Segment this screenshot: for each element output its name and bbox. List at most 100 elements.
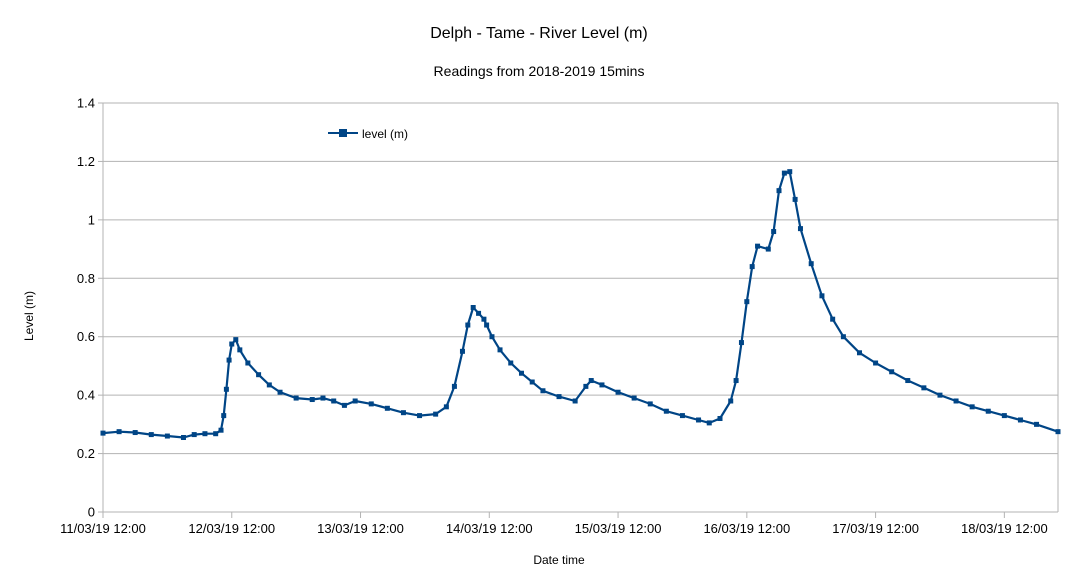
data-point bbox=[573, 398, 578, 403]
data-point bbox=[809, 261, 814, 266]
data-point bbox=[830, 317, 835, 322]
data-point bbox=[117, 429, 122, 434]
chart-subtitle: Readings from 2018-2019 15mins bbox=[434, 63, 645, 79]
data-point bbox=[508, 361, 513, 366]
data-point bbox=[245, 361, 250, 366]
data-point bbox=[256, 372, 261, 377]
data-point bbox=[484, 323, 489, 328]
data-point bbox=[1002, 413, 1007, 418]
data-point bbox=[905, 378, 910, 383]
data-point bbox=[734, 378, 739, 383]
data-point bbox=[648, 401, 653, 406]
data-point bbox=[680, 413, 685, 418]
x-tick-label: 13/03/19 12:00 bbox=[317, 521, 404, 536]
data-point bbox=[452, 384, 457, 389]
x-axis-label: Date time bbox=[533, 553, 585, 567]
x-tick-label: 15/03/19 12:00 bbox=[575, 521, 662, 536]
data-point bbox=[369, 401, 374, 406]
data-point bbox=[728, 398, 733, 403]
data-point bbox=[583, 384, 588, 389]
data-point bbox=[353, 398, 358, 403]
data-point bbox=[557, 394, 562, 399]
data-point bbox=[632, 396, 637, 401]
data-point bbox=[181, 435, 186, 440]
chart-title: Delph - Tame - River Level (m) bbox=[430, 25, 648, 42]
data-point bbox=[937, 393, 942, 398]
data-point bbox=[873, 361, 878, 366]
data-point bbox=[417, 413, 422, 418]
x-tick-label: 17/03/19 12:00 bbox=[832, 521, 919, 536]
data-point bbox=[310, 397, 315, 402]
data-point bbox=[744, 299, 749, 304]
data-point bbox=[782, 171, 787, 176]
legend-marker bbox=[339, 129, 347, 137]
data-point bbox=[717, 416, 722, 421]
data-point bbox=[819, 293, 824, 298]
x-tick-label: 16/03/19 12:00 bbox=[703, 521, 790, 536]
data-point bbox=[1034, 422, 1039, 427]
data-point bbox=[696, 417, 701, 422]
data-point bbox=[857, 350, 862, 355]
y-tick-label: 0.2 bbox=[77, 446, 95, 461]
data-point bbox=[540, 388, 545, 393]
data-point bbox=[471, 305, 476, 310]
data-point bbox=[133, 430, 138, 435]
data-point bbox=[755, 244, 760, 249]
data-point bbox=[498, 347, 503, 352]
data-point bbox=[489, 334, 494, 339]
data-point bbox=[219, 428, 224, 433]
data-point bbox=[1056, 429, 1061, 434]
data-point bbox=[921, 385, 926, 390]
data-point bbox=[465, 323, 470, 328]
data-point bbox=[589, 378, 594, 383]
y-tick-label: 0.8 bbox=[77, 271, 95, 286]
data-point bbox=[294, 396, 299, 401]
y-tick-label: 0.6 bbox=[77, 329, 95, 344]
data-point bbox=[342, 403, 347, 408]
x-tick-label: 12/03/19 12:00 bbox=[188, 521, 275, 536]
x-tick-label: 14/03/19 12:00 bbox=[446, 521, 533, 536]
data-point bbox=[221, 413, 226, 418]
data-point bbox=[237, 347, 242, 352]
data-point bbox=[320, 396, 325, 401]
data-point bbox=[841, 334, 846, 339]
data-point bbox=[460, 349, 465, 354]
data-point bbox=[202, 431, 207, 436]
x-tick-label: 11/03/19 12:00 bbox=[60, 521, 146, 536]
data-point bbox=[165, 434, 170, 439]
data-point bbox=[229, 342, 234, 347]
data-point bbox=[798, 226, 803, 231]
data-point bbox=[481, 317, 486, 322]
legend-label: level (m) bbox=[362, 127, 408, 141]
data-point bbox=[101, 431, 106, 436]
data-point bbox=[476, 311, 481, 316]
data-point bbox=[750, 264, 755, 269]
y-tick-label: 0.4 bbox=[77, 388, 95, 403]
data-point bbox=[707, 420, 712, 425]
data-point bbox=[793, 197, 798, 202]
data-point bbox=[530, 379, 535, 384]
data-point bbox=[986, 409, 991, 414]
data-point bbox=[227, 358, 232, 363]
data-point bbox=[224, 387, 229, 392]
data-point bbox=[599, 382, 604, 387]
data-point bbox=[664, 409, 669, 414]
y-tick-label: 0 bbox=[88, 505, 95, 520]
data-point bbox=[267, 382, 272, 387]
data-point bbox=[889, 369, 894, 374]
y-tick-label: 1 bbox=[88, 212, 95, 227]
data-point bbox=[616, 390, 621, 395]
data-point bbox=[739, 340, 744, 345]
data-point bbox=[444, 404, 449, 409]
data-point bbox=[149, 432, 154, 437]
data-point bbox=[433, 412, 438, 417]
data-point bbox=[954, 398, 959, 403]
data-point bbox=[331, 398, 336, 403]
y-tick-label: 1.4 bbox=[77, 96, 95, 111]
data-point bbox=[233, 337, 238, 342]
data-point bbox=[970, 404, 975, 409]
data-point bbox=[787, 169, 792, 174]
data-point bbox=[519, 371, 524, 376]
